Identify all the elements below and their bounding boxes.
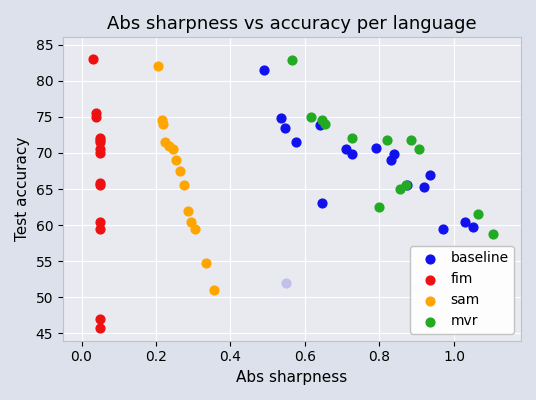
mvr (288, 57, 296, 64)
baseline (386, 157, 395, 163)
mvr (347, 135, 356, 142)
Title: Abs sharpness vs accuracy per language: Abs sharpness vs accuracy per language (107, 15, 477, 33)
fim (96, 226, 105, 232)
sam (161, 139, 169, 145)
fim (96, 316, 105, 322)
fim (96, 135, 105, 142)
sam (180, 182, 188, 189)
mvr (317, 117, 326, 124)
baseline (341, 146, 350, 152)
baseline (317, 200, 326, 207)
sam (187, 218, 196, 225)
Point (282, 280, 291, 286)
fim (96, 182, 105, 189)
fim (96, 146, 105, 152)
mvr (407, 137, 415, 143)
baseline (426, 171, 434, 178)
fim (96, 150, 105, 156)
sam (172, 157, 181, 163)
baseline (468, 223, 477, 230)
fim (96, 180, 105, 186)
Y-axis label: Test accuracy: Test accuracy (15, 137, 30, 241)
baseline (420, 184, 428, 190)
fim (96, 218, 105, 225)
sam (165, 142, 173, 149)
sam (168, 146, 177, 152)
mvr (401, 182, 410, 189)
sam (210, 287, 218, 293)
baseline (390, 151, 399, 158)
fim (96, 324, 105, 331)
fim (96, 139, 105, 145)
fim (96, 137, 105, 143)
baseline (403, 182, 412, 189)
X-axis label: Abs sharpness: Abs sharpness (236, 370, 347, 385)
sam (176, 168, 184, 174)
mvr (375, 204, 384, 210)
baseline (371, 145, 380, 151)
sam (202, 260, 211, 266)
baseline (461, 218, 470, 225)
mvr (474, 211, 482, 218)
fim (92, 114, 101, 120)
mvr (306, 114, 315, 120)
sam (154, 63, 162, 70)
fim (92, 110, 101, 116)
baseline (347, 151, 356, 158)
mvr (489, 231, 497, 237)
mvr (396, 186, 404, 192)
mvr (321, 121, 330, 127)
mvr (383, 137, 391, 143)
baseline (280, 124, 289, 131)
baseline (292, 139, 300, 145)
Legend: baseline, fim, sam, mvr: baseline, fim, sam, mvr (410, 246, 514, 334)
mvr (414, 146, 423, 152)
baseline (316, 122, 324, 129)
sam (191, 226, 199, 232)
sam (183, 208, 192, 214)
sam (157, 117, 166, 124)
sam (159, 121, 168, 127)
fim (88, 56, 97, 62)
baseline (277, 115, 285, 122)
baseline (438, 226, 447, 232)
Point (412, 283, 421, 290)
baseline (260, 67, 269, 73)
